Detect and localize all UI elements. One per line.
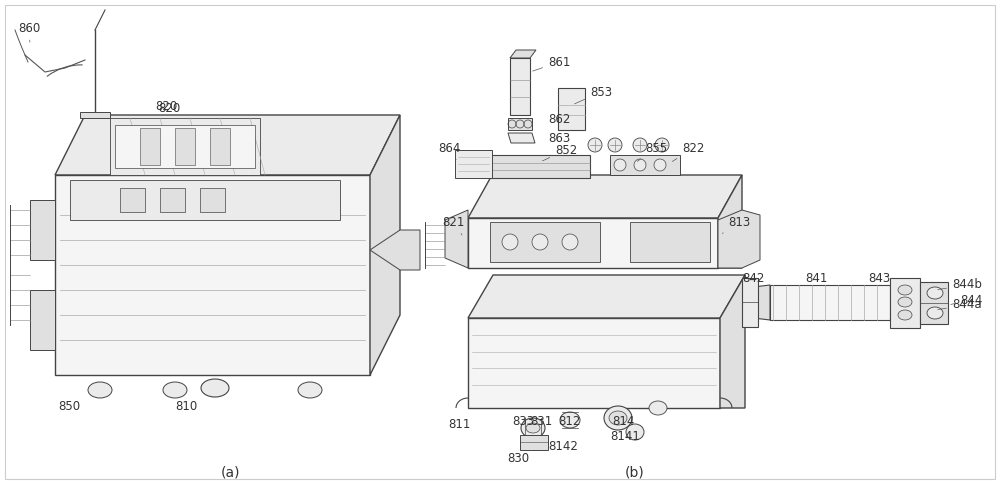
Polygon shape bbox=[468, 318, 720, 408]
Polygon shape bbox=[140, 128, 160, 165]
Text: 814: 814 bbox=[612, 415, 634, 428]
Ellipse shape bbox=[609, 411, 627, 425]
Ellipse shape bbox=[521, 418, 545, 438]
Ellipse shape bbox=[608, 138, 622, 152]
Text: 850: 850 bbox=[58, 400, 80, 413]
Text: 863: 863 bbox=[548, 132, 570, 145]
Text: 812: 812 bbox=[558, 415, 580, 428]
Text: 813: 813 bbox=[722, 215, 750, 233]
Polygon shape bbox=[80, 112, 110, 118]
Text: 844a: 844a bbox=[938, 299, 982, 312]
Text: 831: 831 bbox=[530, 415, 552, 428]
Polygon shape bbox=[610, 155, 680, 175]
Polygon shape bbox=[890, 278, 920, 328]
Text: 810: 810 bbox=[175, 400, 197, 413]
Ellipse shape bbox=[649, 401, 667, 415]
Ellipse shape bbox=[898, 310, 912, 320]
Text: 8141: 8141 bbox=[610, 430, 640, 443]
Polygon shape bbox=[520, 435, 548, 450]
Text: 833: 833 bbox=[512, 415, 534, 428]
Ellipse shape bbox=[502, 234, 518, 250]
Polygon shape bbox=[120, 188, 145, 212]
Polygon shape bbox=[468, 275, 745, 318]
Polygon shape bbox=[490, 155, 590, 178]
Text: 864: 864 bbox=[438, 141, 460, 160]
Ellipse shape bbox=[604, 406, 632, 430]
Ellipse shape bbox=[88, 382, 112, 398]
Polygon shape bbox=[468, 218, 718, 268]
Text: 843: 843 bbox=[868, 272, 890, 285]
Polygon shape bbox=[770, 285, 890, 320]
Ellipse shape bbox=[163, 382, 187, 398]
Polygon shape bbox=[110, 118, 260, 175]
Ellipse shape bbox=[560, 412, 580, 428]
Polygon shape bbox=[210, 128, 230, 165]
Text: 855: 855 bbox=[637, 141, 667, 161]
Polygon shape bbox=[455, 150, 492, 178]
Ellipse shape bbox=[562, 234, 578, 250]
Polygon shape bbox=[370, 230, 420, 270]
Ellipse shape bbox=[898, 297, 912, 307]
Polygon shape bbox=[630, 222, 710, 262]
Text: 844b: 844b bbox=[938, 278, 982, 291]
Polygon shape bbox=[115, 125, 255, 168]
Polygon shape bbox=[558, 88, 585, 130]
Text: 822: 822 bbox=[672, 141, 704, 162]
Polygon shape bbox=[70, 180, 340, 220]
Polygon shape bbox=[745, 285, 770, 320]
Text: 830: 830 bbox=[507, 452, 529, 465]
Ellipse shape bbox=[927, 307, 943, 319]
Text: 844: 844 bbox=[951, 293, 982, 306]
Polygon shape bbox=[920, 282, 948, 324]
Text: 860: 860 bbox=[18, 21, 40, 42]
Ellipse shape bbox=[532, 234, 548, 250]
Text: 853: 853 bbox=[575, 86, 612, 104]
Text: 821: 821 bbox=[442, 215, 464, 235]
Polygon shape bbox=[510, 50, 536, 58]
Polygon shape bbox=[445, 210, 468, 268]
Polygon shape bbox=[718, 175, 742, 268]
Polygon shape bbox=[508, 133, 535, 143]
Text: 862: 862 bbox=[548, 113, 570, 126]
Text: 820: 820 bbox=[155, 100, 177, 113]
Polygon shape bbox=[370, 115, 400, 375]
Ellipse shape bbox=[201, 379, 229, 397]
Ellipse shape bbox=[626, 424, 644, 440]
Ellipse shape bbox=[588, 138, 602, 152]
Text: 842: 842 bbox=[742, 272, 764, 285]
Ellipse shape bbox=[633, 138, 647, 152]
Ellipse shape bbox=[898, 285, 912, 295]
Text: 811: 811 bbox=[448, 418, 470, 431]
Text: 820: 820 bbox=[158, 102, 180, 115]
Text: (b): (b) bbox=[625, 465, 645, 479]
Polygon shape bbox=[55, 175, 370, 375]
Text: 861: 861 bbox=[533, 56, 570, 71]
Ellipse shape bbox=[654, 159, 666, 171]
Ellipse shape bbox=[298, 382, 322, 398]
Ellipse shape bbox=[655, 138, 669, 152]
Text: 841: 841 bbox=[805, 272, 827, 285]
Ellipse shape bbox=[614, 159, 626, 171]
Polygon shape bbox=[490, 222, 600, 262]
Polygon shape bbox=[200, 188, 225, 212]
Ellipse shape bbox=[927, 287, 943, 299]
Polygon shape bbox=[175, 128, 195, 165]
Polygon shape bbox=[30, 290, 55, 350]
Polygon shape bbox=[510, 58, 530, 115]
Ellipse shape bbox=[634, 159, 646, 171]
Polygon shape bbox=[508, 118, 532, 130]
Polygon shape bbox=[742, 278, 758, 327]
Polygon shape bbox=[55, 115, 400, 175]
Polygon shape bbox=[468, 175, 742, 218]
Polygon shape bbox=[720, 275, 745, 408]
Polygon shape bbox=[718, 210, 760, 268]
Text: 8142: 8142 bbox=[548, 440, 578, 453]
Text: 852: 852 bbox=[543, 143, 577, 161]
Text: (a): (a) bbox=[220, 465, 240, 479]
Polygon shape bbox=[160, 188, 185, 212]
Polygon shape bbox=[30, 200, 55, 260]
Ellipse shape bbox=[526, 423, 540, 433]
